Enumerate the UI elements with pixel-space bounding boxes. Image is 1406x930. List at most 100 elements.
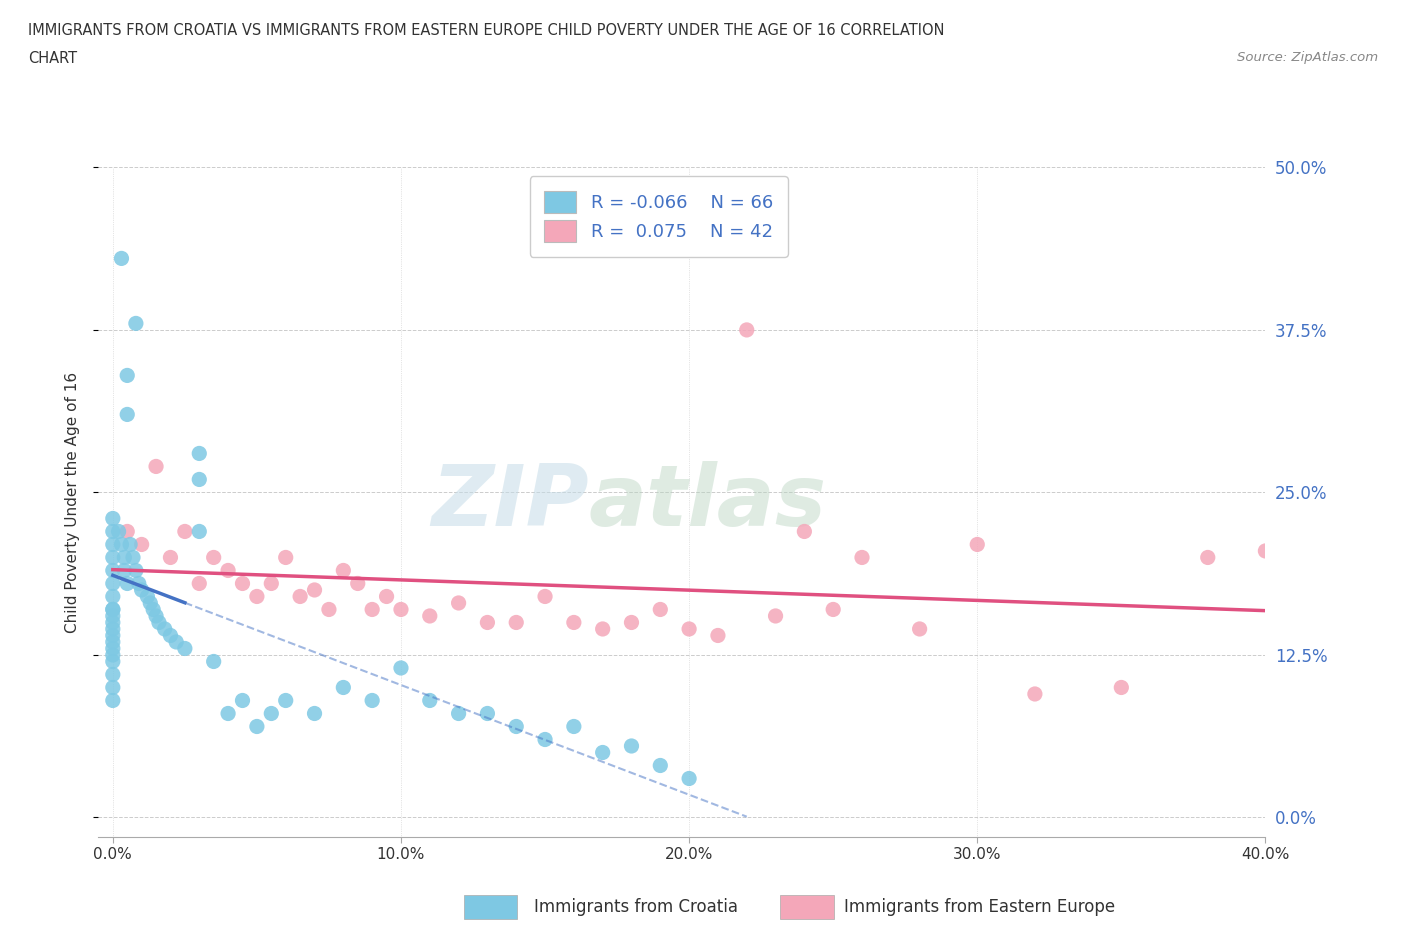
Point: [131, 582, 153, 597]
Point: [592, 745, 614, 760]
Point: [707, 628, 730, 643]
Point: [274, 693, 297, 708]
Point: [101, 693, 124, 708]
Point: [562, 719, 585, 734]
Point: [101, 524, 124, 538]
Point: [735, 323, 758, 338]
Point: [318, 602, 340, 617]
Point: [260, 706, 283, 721]
Point: [136, 589, 159, 604]
Point: [966, 537, 988, 551]
Point: [120, 537, 142, 551]
Point: [346, 576, 368, 591]
Point: [304, 582, 326, 597]
Point: [101, 537, 124, 551]
Point: [288, 589, 311, 604]
Point: [115, 407, 138, 422]
Point: [110, 537, 132, 551]
Point: [361, 602, 384, 617]
Point: [389, 602, 412, 617]
Point: [562, 615, 585, 630]
Point: [231, 693, 253, 708]
Point: [650, 758, 672, 773]
Point: [101, 628, 124, 643]
Point: [101, 615, 124, 630]
Point: [159, 550, 181, 565]
Legend: R = -0.066    N = 66, R =  0.075    N = 42: R = -0.066 N = 66, R = 0.075 N = 42: [530, 177, 787, 257]
Y-axis label: Child Poverty Under the Age of 16: Child Poverty Under the Age of 16: [65, 372, 80, 632]
Point: [505, 615, 527, 630]
Point: [447, 595, 470, 610]
Point: [159, 628, 181, 643]
Point: [534, 732, 557, 747]
Point: [260, 576, 283, 591]
Point: [477, 706, 499, 721]
Point: [101, 654, 124, 669]
Point: [1024, 686, 1046, 701]
Point: [202, 654, 225, 669]
Point: [231, 576, 253, 591]
Text: Immigrants from Eastern Europe: Immigrants from Eastern Europe: [844, 897, 1115, 916]
Point: [101, 602, 124, 617]
Point: [101, 667, 124, 682]
Point: [139, 595, 162, 610]
Point: [419, 608, 441, 623]
Point: [107, 524, 129, 538]
Point: [304, 706, 326, 721]
Point: [823, 602, 845, 617]
Point: [145, 608, 167, 623]
Point: [678, 621, 700, 636]
Point: [592, 621, 614, 636]
Point: [173, 641, 195, 656]
Point: [851, 550, 873, 565]
Point: [505, 719, 527, 734]
Text: ZIP: ZIP: [430, 460, 589, 544]
Point: [202, 550, 225, 565]
Point: [128, 576, 150, 591]
Point: [361, 693, 384, 708]
Point: [101, 621, 124, 636]
Point: [246, 719, 269, 734]
Point: [165, 634, 187, 649]
Point: [188, 446, 211, 461]
Point: [678, 771, 700, 786]
Point: [765, 608, 787, 623]
Point: [101, 608, 124, 623]
Point: [188, 576, 211, 591]
Point: [142, 602, 165, 617]
Point: [793, 524, 815, 538]
Point: [1111, 680, 1133, 695]
Point: [115, 524, 138, 538]
Point: [188, 472, 211, 487]
Text: IMMIGRANTS FROM CROATIA VS IMMIGRANTS FROM EASTERN EUROPE CHILD POVERTY UNDER TH: IMMIGRANTS FROM CROATIA VS IMMIGRANTS FR…: [28, 23, 945, 38]
Point: [650, 602, 672, 617]
Point: [332, 563, 354, 578]
Point: [101, 647, 124, 662]
Point: [145, 459, 167, 474]
Point: [217, 563, 239, 578]
Point: [246, 589, 269, 604]
Point: [101, 550, 124, 565]
Point: [1197, 550, 1219, 565]
Point: [101, 634, 124, 649]
Point: [447, 706, 470, 721]
Point: [125, 316, 148, 331]
Point: [173, 524, 195, 538]
Point: [908, 621, 931, 636]
Point: [101, 641, 124, 656]
Point: [332, 680, 354, 695]
Point: [148, 615, 170, 630]
Point: [188, 524, 211, 538]
Text: CHART: CHART: [28, 51, 77, 66]
Point: [375, 589, 398, 604]
Text: atlas: atlas: [589, 460, 827, 544]
Point: [419, 693, 441, 708]
Text: Source: ZipAtlas.com: Source: ZipAtlas.com: [1237, 51, 1378, 64]
Point: [131, 537, 153, 551]
Point: [153, 621, 176, 636]
Point: [101, 576, 124, 591]
Point: [115, 368, 138, 383]
Point: [217, 706, 239, 721]
Point: [115, 576, 138, 591]
Point: [122, 550, 145, 565]
